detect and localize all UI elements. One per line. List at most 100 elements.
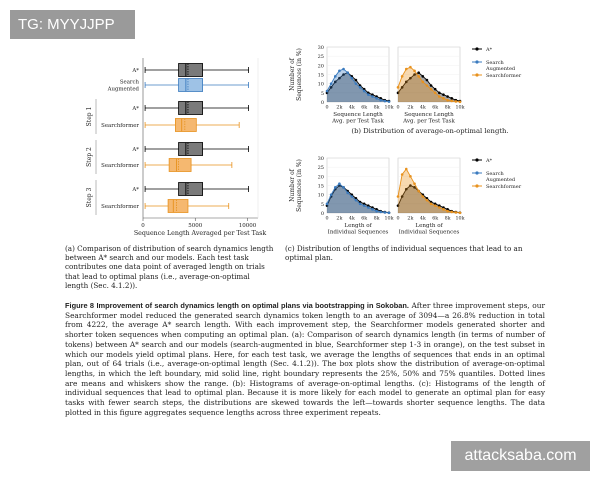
hist-c-x-label: Individual Sequences (399, 230, 460, 236)
hist-c-legend-label: A* (485, 158, 493, 164)
hist-b-point (329, 82, 333, 85)
hist-c-x-tick-label: 6k (432, 216, 438, 222)
hist-b-y-label: Sequences (in %) (296, 48, 303, 101)
hist-c-point (371, 206, 374, 209)
hist-c-point (413, 186, 416, 189)
box-step-label: Step 1 (86, 107, 93, 127)
hist-b-point (333, 75, 337, 78)
hist-b-point (346, 71, 349, 74)
figure-text: After three improvement steps, our Searc… (65, 301, 545, 417)
hist-c-point (346, 191, 349, 195)
hist-b-point (442, 93, 445, 96)
hist-c-point (362, 204, 366, 207)
box-row-label: A* (131, 147, 139, 153)
hist-b-x-tick-label: 2k (407, 105, 413, 111)
hist-b-legend-marker (475, 47, 479, 51)
hist-b-y-tick-label: 10 (318, 82, 324, 88)
hist-b-point (396, 86, 400, 89)
hist-c-point (329, 193, 333, 196)
hist-c-point (421, 195, 425, 198)
hist-b-y-label: Number of (289, 57, 296, 91)
hist-c-x-tick-label: 2k (336, 216, 342, 222)
caption-c: (c) Distribution of lengths of individua… (285, 244, 523, 263)
hist-b-point (325, 91, 329, 95)
hist-c-y-tick-label: 10 (318, 193, 324, 199)
hist-c-legend-label: Searchformer (486, 184, 522, 190)
hist-c-x-tick-label: 2k (407, 216, 413, 222)
hist-c-point (367, 204, 370, 207)
hist-c-y-tick-label: 5 (321, 202, 324, 208)
box-x-tick-label: 10000 (239, 223, 257, 229)
hist-b-point (358, 86, 362, 89)
hist-c-point (446, 208, 449, 211)
box-row-label: A* (131, 106, 139, 112)
hist-c-point (413, 182, 416, 185)
box-x-label: Sequence Length Averaged per Test Task (134, 230, 267, 237)
hist-c-x-tick-label: 8k (374, 216, 380, 222)
hist-b-point (325, 89, 329, 93)
hist-b-point (379, 98, 383, 102)
figure-title: Improvement of search dynamics length on… (96, 301, 409, 310)
hist-b-x-tick-label: 10k (455, 105, 464, 111)
hist-b-y-tick-label: 30 (318, 45, 324, 51)
hist-c-y-tick-label: 0 (321, 211, 324, 217)
box-iqr (178, 182, 203, 196)
hist-b-line (326, 72, 390, 102)
hist-b-x-label: Sequence Length (404, 112, 454, 118)
hist-b-point (421, 80, 425, 84)
hist-b-point (375, 95, 378, 98)
hist-b-point (450, 97, 454, 100)
hist-b-line (326, 68, 390, 103)
hist-b-point (342, 67, 345, 71)
hist-c-point (425, 197, 429, 200)
hist-c-x-tick-label: 4k (349, 216, 355, 222)
hist-b-point (417, 75, 420, 78)
hist-b-point (458, 100, 462, 104)
hist-c-x-tick-label: 0 (325, 216, 328, 222)
caption-b: (b) Distribution of average-on-optimal l… (351, 127, 508, 135)
hist-b-x-tick-label: 8k (374, 105, 380, 111)
hist-b-legend-marker (475, 73, 479, 77)
box-row-label: Searchformer (101, 163, 139, 169)
hist-c-point (396, 195, 400, 198)
hist-b-point (425, 78, 429, 82)
box-iqr (168, 158, 192, 172)
box-row-label: A* (131, 187, 139, 193)
hist-c-y-tick-label: 25 (318, 165, 324, 171)
watermark-tag: TG: MYYJJPP (10, 10, 135, 39)
hist-b-point (379, 97, 383, 100)
hist-b-area (327, 72, 389, 102)
hist-c-y-tick-label: 30 (318, 156, 324, 162)
hist-b-point (367, 91, 370, 95)
hist-c-legend-marker (475, 171, 479, 175)
hist-c-point (417, 189, 420, 193)
box-row-label: Searchformer (101, 123, 139, 129)
hist-b-point (400, 86, 404, 89)
hist-b-line (397, 66, 461, 103)
hist-c-area (327, 185, 389, 213)
hist-c-point (433, 202, 437, 206)
hist-b-x-tick-label: 0 (396, 105, 399, 111)
watermark-site: attacksaba.com (451, 441, 590, 471)
hist-b-point (417, 71, 420, 74)
hist-b-x-label: Avg. per Test Task (331, 119, 384, 125)
hist-b-point (342, 73, 345, 76)
hist-c-point (362, 202, 366, 206)
hist-b-point (367, 93, 370, 96)
hist-c-point (354, 197, 358, 200)
hist-b-x-tick-label: 6k (432, 105, 438, 111)
hist-b-point (409, 65, 412, 69)
hist-b-point (396, 91, 400, 95)
hist-c-point (400, 173, 404, 176)
box-row-label: Augmented (107, 87, 140, 93)
hist-b-point (362, 89, 366, 93)
hist-b-x-tick-label: 8k (445, 105, 451, 111)
hist-c-x-tick-label: 4k (420, 216, 426, 222)
hist-c-area (327, 183, 389, 213)
hist-c-point (404, 167, 408, 171)
hist-c-point (338, 182, 341, 185)
box-iqr (178, 142, 203, 156)
box-step-label: Step 2 (86, 147, 93, 167)
hist-b-point (438, 95, 441, 98)
hist-c-point (325, 204, 329, 207)
